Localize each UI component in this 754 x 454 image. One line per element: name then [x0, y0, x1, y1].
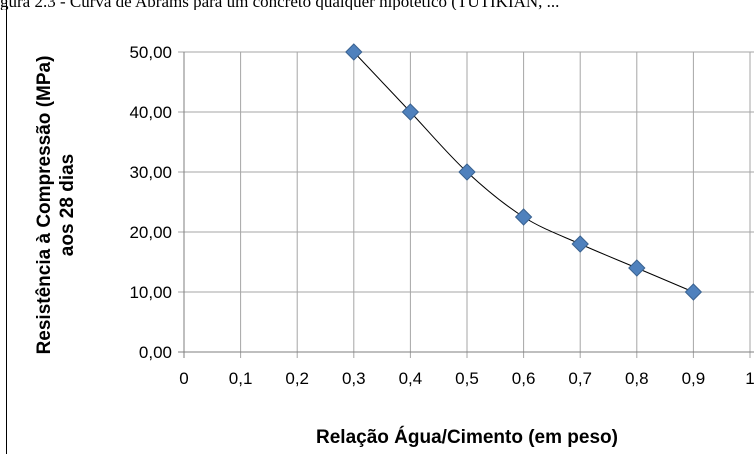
y-tick-label: 50,00 — [129, 43, 172, 62]
grid-lines — [178, 51, 754, 358]
x-tick-label: 0,5 — [455, 369, 479, 388]
y-tick-label: 0,00 — [139, 343, 172, 362]
x-tick-label: 0,9 — [682, 369, 706, 388]
figure-caption: gura 2.3 - Curva de Abrams para um concr… — [0, 0, 560, 10]
y-tick-label: 20,00 — [129, 223, 172, 242]
data-point-marker — [628, 259, 646, 277]
x-tick-label: 0,7 — [568, 369, 592, 388]
data-point-marker — [401, 103, 420, 121]
y-tick-label: 10,00 — [129, 283, 172, 302]
data-point-marker — [571, 235, 589, 253]
data-points — [345, 43, 703, 301]
x-tick-label: 1 — [745, 369, 754, 388]
x-tick-label: 0,1 — [229, 369, 253, 388]
data-point-marker — [684, 283, 703, 301]
data-point-marker — [458, 163, 476, 181]
y-tick-labels: 0,00 10,00 20,00 30,00 40,00 50,00 — [129, 43, 172, 362]
x-tick-label: 0,2 — [285, 369, 309, 388]
x-axis-title: Relação Água/Cimento (em peso) — [316, 426, 618, 448]
y-axis-title-line1: Resistência à Compressão (MPa) — [34, 56, 55, 355]
chart-axes — [178, 52, 754, 358]
x-tick-labels: 0 0,1 0,2 0,3 0,4 0,5 0,6 0,7 0,8 0,9 1 — [179, 369, 754, 388]
x-tick-label: 0,8 — [625, 369, 649, 388]
data-point-marker — [345, 43, 363, 61]
y-axis-title-line2: aos 28 dias — [57, 154, 78, 256]
y-tick-label: 40,00 — [129, 103, 172, 122]
x-tick-label: 0,3 — [342, 369, 366, 388]
y-tick-label: 30,00 — [129, 163, 172, 182]
data-point-marker — [514, 208, 533, 226]
frame-border — [6, 0, 7, 454]
x-tick-label: 0,6 — [512, 369, 536, 388]
x-tick-label: 0 — [179, 369, 188, 388]
x-tick-label: 0,4 — [399, 369, 423, 388]
